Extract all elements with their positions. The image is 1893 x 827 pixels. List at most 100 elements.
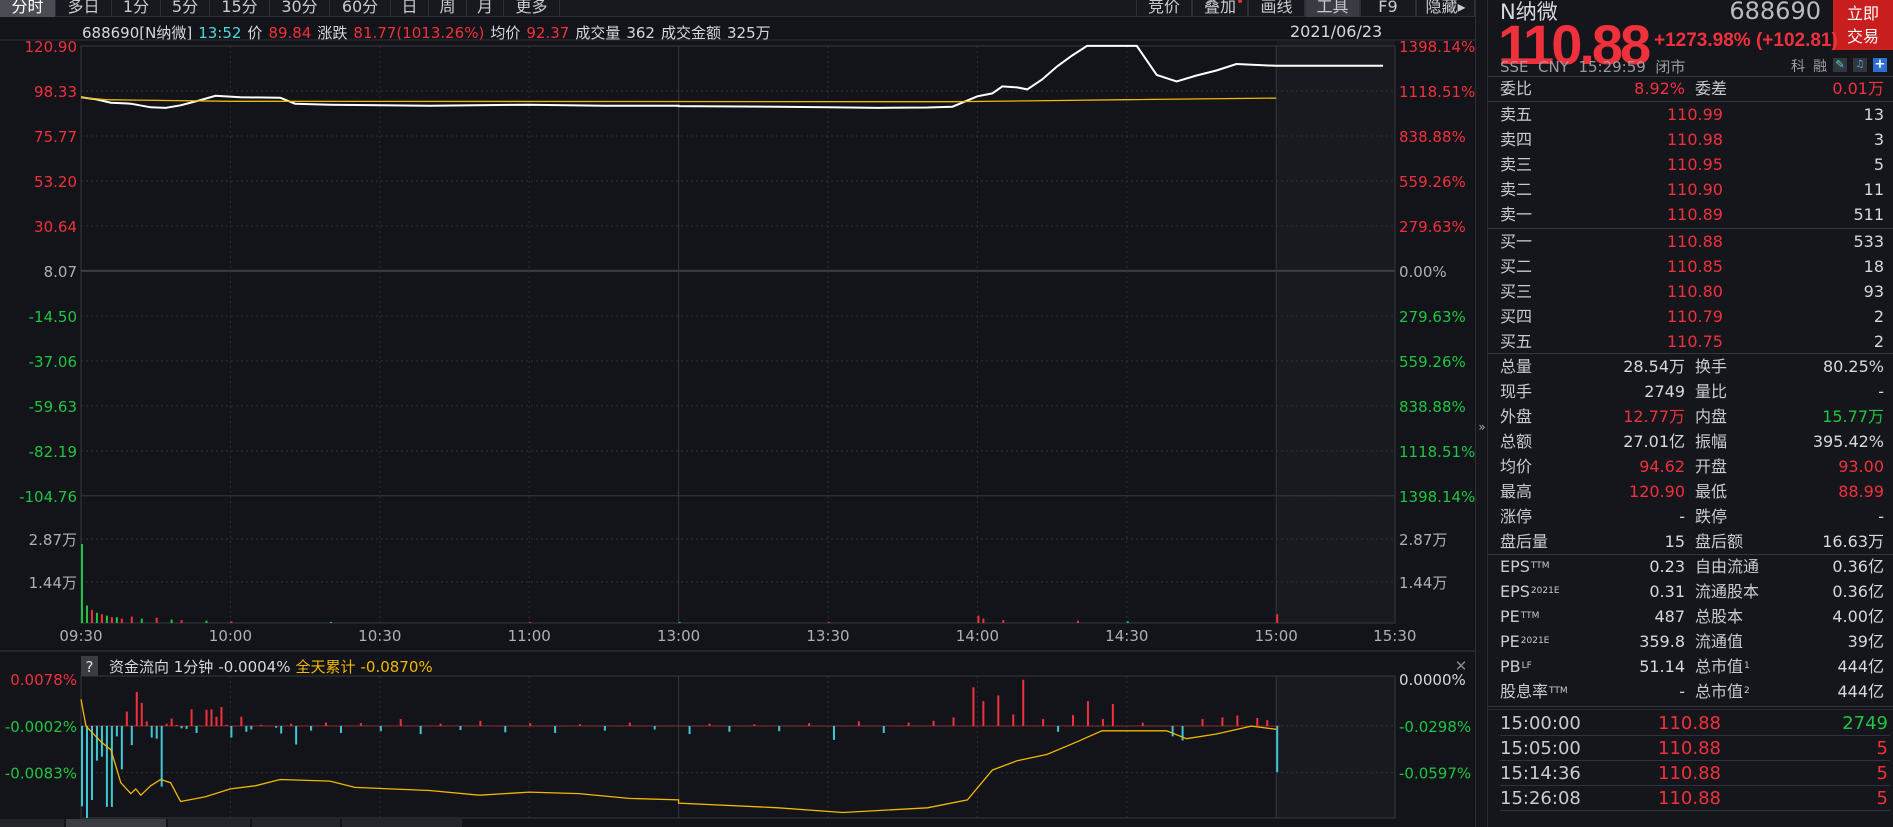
flow-bar bbox=[195, 726, 198, 733]
add-watchlist-icon[interactable]: + bbox=[1873, 57, 1887, 72]
stat-label: 内盘 bbox=[1695, 407, 1728, 426]
cum-axis-label: -0.0597% bbox=[1399, 765, 1471, 783]
tab-period-10[interactable]: 更多 bbox=[504, 0, 560, 17]
tab-period-8[interactable]: 周 bbox=[429, 0, 467, 17]
fundamental-value: 51.14 bbox=[1639, 657, 1685, 676]
close-icon[interactable]: ✕ bbox=[1455, 657, 1468, 675]
ask-level-row[interactable]: 卖二 110.90 11 bbox=[1500, 177, 1890, 202]
flow-bar bbox=[359, 723, 362, 726]
fundamental-value: 4.00亿 bbox=[1832, 607, 1884, 626]
ask-level-row[interactable]: 卖五 110.99 13 bbox=[1500, 102, 1890, 127]
flow-axis-label: -0.0002% bbox=[5, 718, 77, 736]
pencil-icon[interactable]: ✎ bbox=[1833, 58, 1847, 72]
flow-bar bbox=[310, 726, 313, 731]
tab-period-7[interactable]: 日 bbox=[391, 0, 429, 17]
flow-bar bbox=[932, 720, 935, 726]
tool-tab-1[interactable]: 叠加 bbox=[1192, 0, 1248, 17]
stat-label: 最低 bbox=[1695, 482, 1728, 501]
chevron-double-right-icon[interactable]: » bbox=[1478, 420, 1486, 434]
divider bbox=[1488, 709, 1893, 710]
level-label: 卖四 bbox=[1500, 130, 1533, 149]
level-label: 买四 bbox=[1500, 306, 1533, 326]
fundamental-label: EPSTTM bbox=[1500, 557, 1550, 576]
stat-row: 总量 28.54万 换手 80.25% bbox=[1500, 354, 1890, 379]
tab-period-6[interactable]: 60分 bbox=[330, 0, 391, 17]
tab-period-9[interactable]: 月 bbox=[467, 0, 504, 17]
level-price: 110.88 bbox=[1667, 231, 1723, 251]
value: 8.92% bbox=[1634, 79, 1685, 98]
fundamental-label: 总股本 bbox=[1695, 607, 1744, 626]
ask-level-row[interactable]: 卖一 110.89 511 bbox=[1500, 202, 1890, 227]
tool-tab-2[interactable]: 画线 bbox=[1248, 0, 1305, 17]
stat-row: 涨停 - 跌停 - bbox=[1500, 504, 1890, 529]
stat-label: 盘后量 bbox=[1500, 532, 1549, 551]
volume-bar bbox=[180, 620, 183, 623]
flow-bar bbox=[190, 709, 193, 726]
bid-level-row[interactable]: 买一 110.88 533 bbox=[1500, 229, 1890, 254]
tool-tab-label: 工具 bbox=[1316, 0, 1349, 16]
percent-axis-label: 1398.14% bbox=[1399, 488, 1475, 506]
volume-bar bbox=[977, 615, 980, 623]
bid-level-row[interactable]: 买三 110.80 93 bbox=[1500, 279, 1890, 304]
price-axis-label: 8.07 bbox=[44, 263, 77, 281]
level-label: 买三 bbox=[1500, 281, 1533, 301]
flow-bar bbox=[240, 716, 243, 726]
volume-bar bbox=[85, 605, 88, 623]
ask-level-row[interactable]: 卖四 110.98 3 bbox=[1500, 127, 1890, 152]
bid-level-row[interactable]: 买五 110.75 2 bbox=[1500, 329, 1890, 354]
tab-period-2[interactable]: 1分 bbox=[112, 0, 161, 17]
tool-tab-3[interactable]: 工具 bbox=[1305, 0, 1360, 17]
volume-bar bbox=[140, 618, 143, 623]
flow-bar bbox=[882, 726, 885, 733]
flow-bar bbox=[753, 724, 756, 726]
tool-tab-5[interactable]: 隐藏▸ bbox=[1416, 0, 1475, 17]
intraday-chart[interactable]: 120.90 1398.14% 98.33 1118.51% 75.77 838.88% 5… bbox=[0, 0, 1475, 827]
tab-period-1[interactable]: 多日 bbox=[56, 0, 112, 17]
bid-level-row[interactable]: 买四 110.79 2 bbox=[1500, 304, 1890, 329]
tab-period-4[interactable]: 15分 bbox=[210, 0, 270, 17]
tick-volume: 5 bbox=[1876, 738, 1888, 759]
fundamental-label: 自由流通 bbox=[1695, 557, 1760, 576]
tab-period-5[interactable]: 30分 bbox=[270, 0, 330, 17]
panel-collapse-strip[interactable]: » bbox=[1476, 0, 1488, 827]
tab-period-0[interactable]: 分时 bbox=[0, 0, 56, 17]
stock-code-name: 688690[N纳微] bbox=[82, 24, 193, 42]
fundamental-row: PBLF 51.14 总市值1 444亿 bbox=[1500, 654, 1890, 679]
ask-level-row[interactable]: 卖三 110.95 5 bbox=[1500, 152, 1890, 177]
volume-value: 362 bbox=[626, 24, 655, 42]
level-volume: 533 bbox=[1853, 231, 1884, 251]
volume-bar bbox=[155, 617, 158, 623]
flow-bar bbox=[907, 722, 910, 726]
tab-period-3[interactable]: 5分 bbox=[161, 0, 210, 17]
stat-value: 88.99 bbox=[1838, 482, 1884, 501]
flow-bar bbox=[1111, 704, 1114, 726]
price-plot-frame bbox=[80, 45, 1396, 624]
time-axis-label: 15:00 bbox=[1255, 627, 1298, 645]
fundamental-value: 359.8 bbox=[1639, 632, 1685, 651]
level-volume: 93 bbox=[1863, 281, 1884, 301]
tag-margin: 融 bbox=[1813, 59, 1827, 75]
percent-axis-label: 1118.51% bbox=[1399, 443, 1475, 461]
volume-bar bbox=[130, 616, 133, 623]
bid-level-row[interactable]: 买二 110.85 18 bbox=[1500, 254, 1890, 279]
flow-bar bbox=[175, 724, 178, 726]
tool-tab-4[interactable]: F9 bbox=[1360, 0, 1416, 17]
tool-tab-0[interactable]: 竞价 bbox=[1136, 0, 1192, 17]
percent-axis-label: 279.63% bbox=[1399, 308, 1466, 326]
flow-bar bbox=[1171, 726, 1174, 737]
stat-label: 现手 bbox=[1500, 382, 1533, 401]
trade-now-button[interactable]: 立即 交易 bbox=[1833, 0, 1893, 50]
value: 0.01万 bbox=[1832, 79, 1884, 98]
stat-value: 94.62 bbox=[1639, 457, 1685, 476]
stat-label: 均价 bbox=[1500, 457, 1533, 476]
cumulative-flow-line bbox=[80, 699, 1277, 814]
tick-price: 110.88 bbox=[1658, 713, 1721, 734]
fundamental-label: 流通股本 bbox=[1695, 582, 1760, 601]
flow-bar bbox=[778, 726, 781, 732]
cursor-time: 13:52 bbox=[198, 24, 242, 42]
stat-value: 28.54万 bbox=[1623, 357, 1685, 376]
flow-bar bbox=[628, 722, 631, 726]
fundamental-value: 0.23 bbox=[1649, 557, 1685, 576]
flow-bar bbox=[95, 726, 98, 761]
bell-icon[interactable]: ♫ bbox=[1853, 58, 1867, 72]
